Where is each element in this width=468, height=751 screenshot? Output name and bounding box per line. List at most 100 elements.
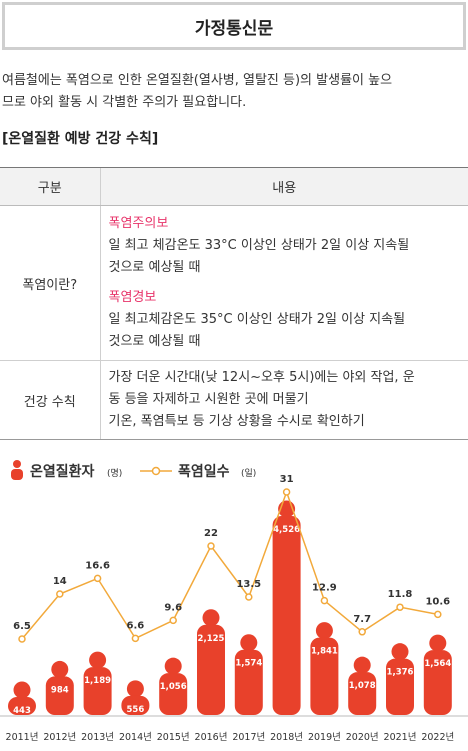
line-point (282, 488, 291, 496)
title-box: 가정통신문 (2, 2, 466, 50)
health-rule-line: 동 등을 자제하고 시원한 곳에 머물기 (108, 392, 309, 407)
line-value-label: 13.5 (236, 579, 261, 590)
bar-head (240, 634, 258, 652)
chart-legend: 온열질환자 (명) 폭염일수 (일) (11, 460, 256, 480)
legend-line-marker (151, 466, 161, 476)
line-point (207, 542, 215, 550)
x-tick-label: 2016년 (195, 732, 228, 743)
intro-line: 므로 야외 활동 시 각별한 주의가 필요합니다. (2, 95, 247, 110)
health-rule-line: 기온, 폭염특보 등 기상 상황을 수시로 확인하기 (108, 414, 365, 429)
x-tick-label: 2012년 (43, 732, 76, 743)
heat-advisory-line: 것으로 예상될 때 (108, 260, 201, 275)
section-title: [온열질환 예방 건강 수칙] (2, 131, 159, 147)
line-point (396, 603, 404, 611)
line-value-label: 6.6 (127, 620, 145, 631)
line-value-label: 7.7 (353, 614, 371, 625)
line-point (18, 635, 26, 643)
line-value-label: 22 (204, 528, 218, 539)
table-row: 폭염이란? 폭염주의보 일 최고 체감온도 33°C 이상인 상태가 2일 이상… (0, 205, 468, 361)
bar (83, 667, 112, 715)
bar-value-label: 1,056 (160, 682, 187, 692)
intro-paragraph: 여름철에는 폭염으로 인한 온열질환(열사병, 열탈진 등)의 발생률이 높으 … (2, 70, 464, 114)
bar-value-label: 1,574 (235, 659, 262, 669)
heat-warning-line: 것으로 예상될 때 (108, 334, 201, 349)
legend-person-icon (11, 469, 23, 480)
bar-head (202, 609, 220, 627)
x-tick-label: 2021년 (384, 732, 417, 743)
bar-head (164, 657, 182, 675)
x-tick-label: 2013년 (81, 732, 114, 743)
legend-label-patients: 온열질환자 (30, 463, 95, 480)
bar (272, 516, 301, 715)
bar-value-label: 1,841 (311, 647, 338, 657)
bar-value-label: 443 (13, 706, 31, 716)
bar-head (429, 634, 447, 652)
x-tick-label: 2014년 (119, 732, 152, 743)
legend-label-heat-days: 폭염일수 (178, 464, 230, 480)
bar-head (353, 656, 371, 674)
bar (386, 658, 414, 715)
x-tick-label: 2011년 (6, 732, 39, 743)
line-value-label: 14 (53, 576, 67, 587)
row-content-health-rules: 가장 더운 시간대(낮 12시~오후 5시)에는 야외 작업, 운 동 등을 자… (99, 360, 468, 440)
x-tick-label: 2018년 (270, 732, 303, 743)
bar (310, 637, 339, 715)
row-content-heatwave: 폭염주의보 일 최고 체감온도 33°C 이상인 상태가 2일 이상 지속될 것… (99, 205, 468, 361)
bar-value-label: 1,564 (424, 659, 451, 669)
health-rule-line: 가장 더운 시간대(낮 12시~오후 5시)에는 야외 작업, 운 (108, 370, 415, 385)
line-value-label: 31 (280, 474, 294, 485)
bar-head (126, 680, 144, 698)
bar-head (13, 681, 31, 699)
line-point (56, 590, 64, 598)
legend-person-icon-head (13, 460, 21, 468)
line-point (169, 616, 177, 625)
line-point (320, 596, 329, 605)
bar-head (51, 660, 69, 678)
column-header-content: 내용 (99, 167, 468, 206)
heat-warning-line: 일 최고체감온도 35°C 이상인 상태가 2일 이상 지속될 (108, 312, 406, 327)
legend-unit-heat-days: (일) (241, 468, 256, 479)
row-label-heatwave: 폭염이란? (0, 205, 100, 361)
line-value-label: 12.9 (312, 583, 337, 594)
heat-advisory-line: 일 최고 체감온도 33°C 이상인 상태가 2일 이상 지속될 (108, 238, 410, 253)
bar (197, 624, 225, 715)
bar (423, 650, 452, 715)
heat-advisory-title: 폭염주의보 (108, 216, 169, 231)
x-tick-label: 2017년 (232, 732, 265, 743)
bar (348, 672, 377, 715)
heat-days-line (21, 489, 438, 640)
bar (159, 673, 188, 715)
bar (45, 676, 74, 715)
line-value-label: 9.6 (164, 602, 182, 613)
prevention-table: 구분 내용 폭염이란? 폭염주의보 일 최고 체감온도 33°C 이상인 상태가… (0, 167, 468, 440)
heat-warning-title: 폭염경보 (108, 290, 157, 305)
legend-unit-patients: (명) (107, 468, 122, 479)
bar-value-label: 2,125 (198, 634, 225, 644)
line-point (434, 610, 442, 619)
bar-value-label: 984 (51, 685, 69, 695)
bar-value-label: 1,078 (349, 681, 376, 691)
bar-value-label: 1,376 (387, 668, 414, 678)
line-point (358, 628, 366, 636)
bar (8, 697, 36, 715)
row-label-health-rules: 건강 수칙 (0, 360, 100, 440)
x-tick-label: 2015년 (157, 732, 190, 743)
page-title: 가정통신문 (194, 18, 274, 39)
line-point (245, 593, 253, 601)
bar (234, 649, 263, 715)
bar-value-label: 4,526 (273, 525, 300, 535)
line-value-label: 10.6 (425, 596, 450, 607)
bar-head (89, 651, 107, 669)
x-tick-label: 2019년 (308, 732, 341, 743)
line-point (93, 574, 102, 583)
bar-head (315, 622, 333, 640)
intro-line: 여름철에는 폭염으로 인한 온열질환(열사병, 열탈진 등)의 발생률이 높으 (2, 73, 393, 88)
bar-value-label: 1,189 (84, 676, 111, 686)
heat-illness-chart: 온열질환자 (명) 폭염일수 (일) 443 984 1,189 556 1,056 2,125 1… (0, 460, 468, 743)
x-tick-label: 2020년 (346, 732, 379, 743)
x-tick-label: 2022년 (421, 732, 454, 743)
line-value-label: 11.8 (388, 589, 413, 600)
bar-value-label: 556 (127, 705, 145, 715)
line-point (131, 634, 140, 643)
line-value-label: 6.5 (13, 621, 31, 632)
